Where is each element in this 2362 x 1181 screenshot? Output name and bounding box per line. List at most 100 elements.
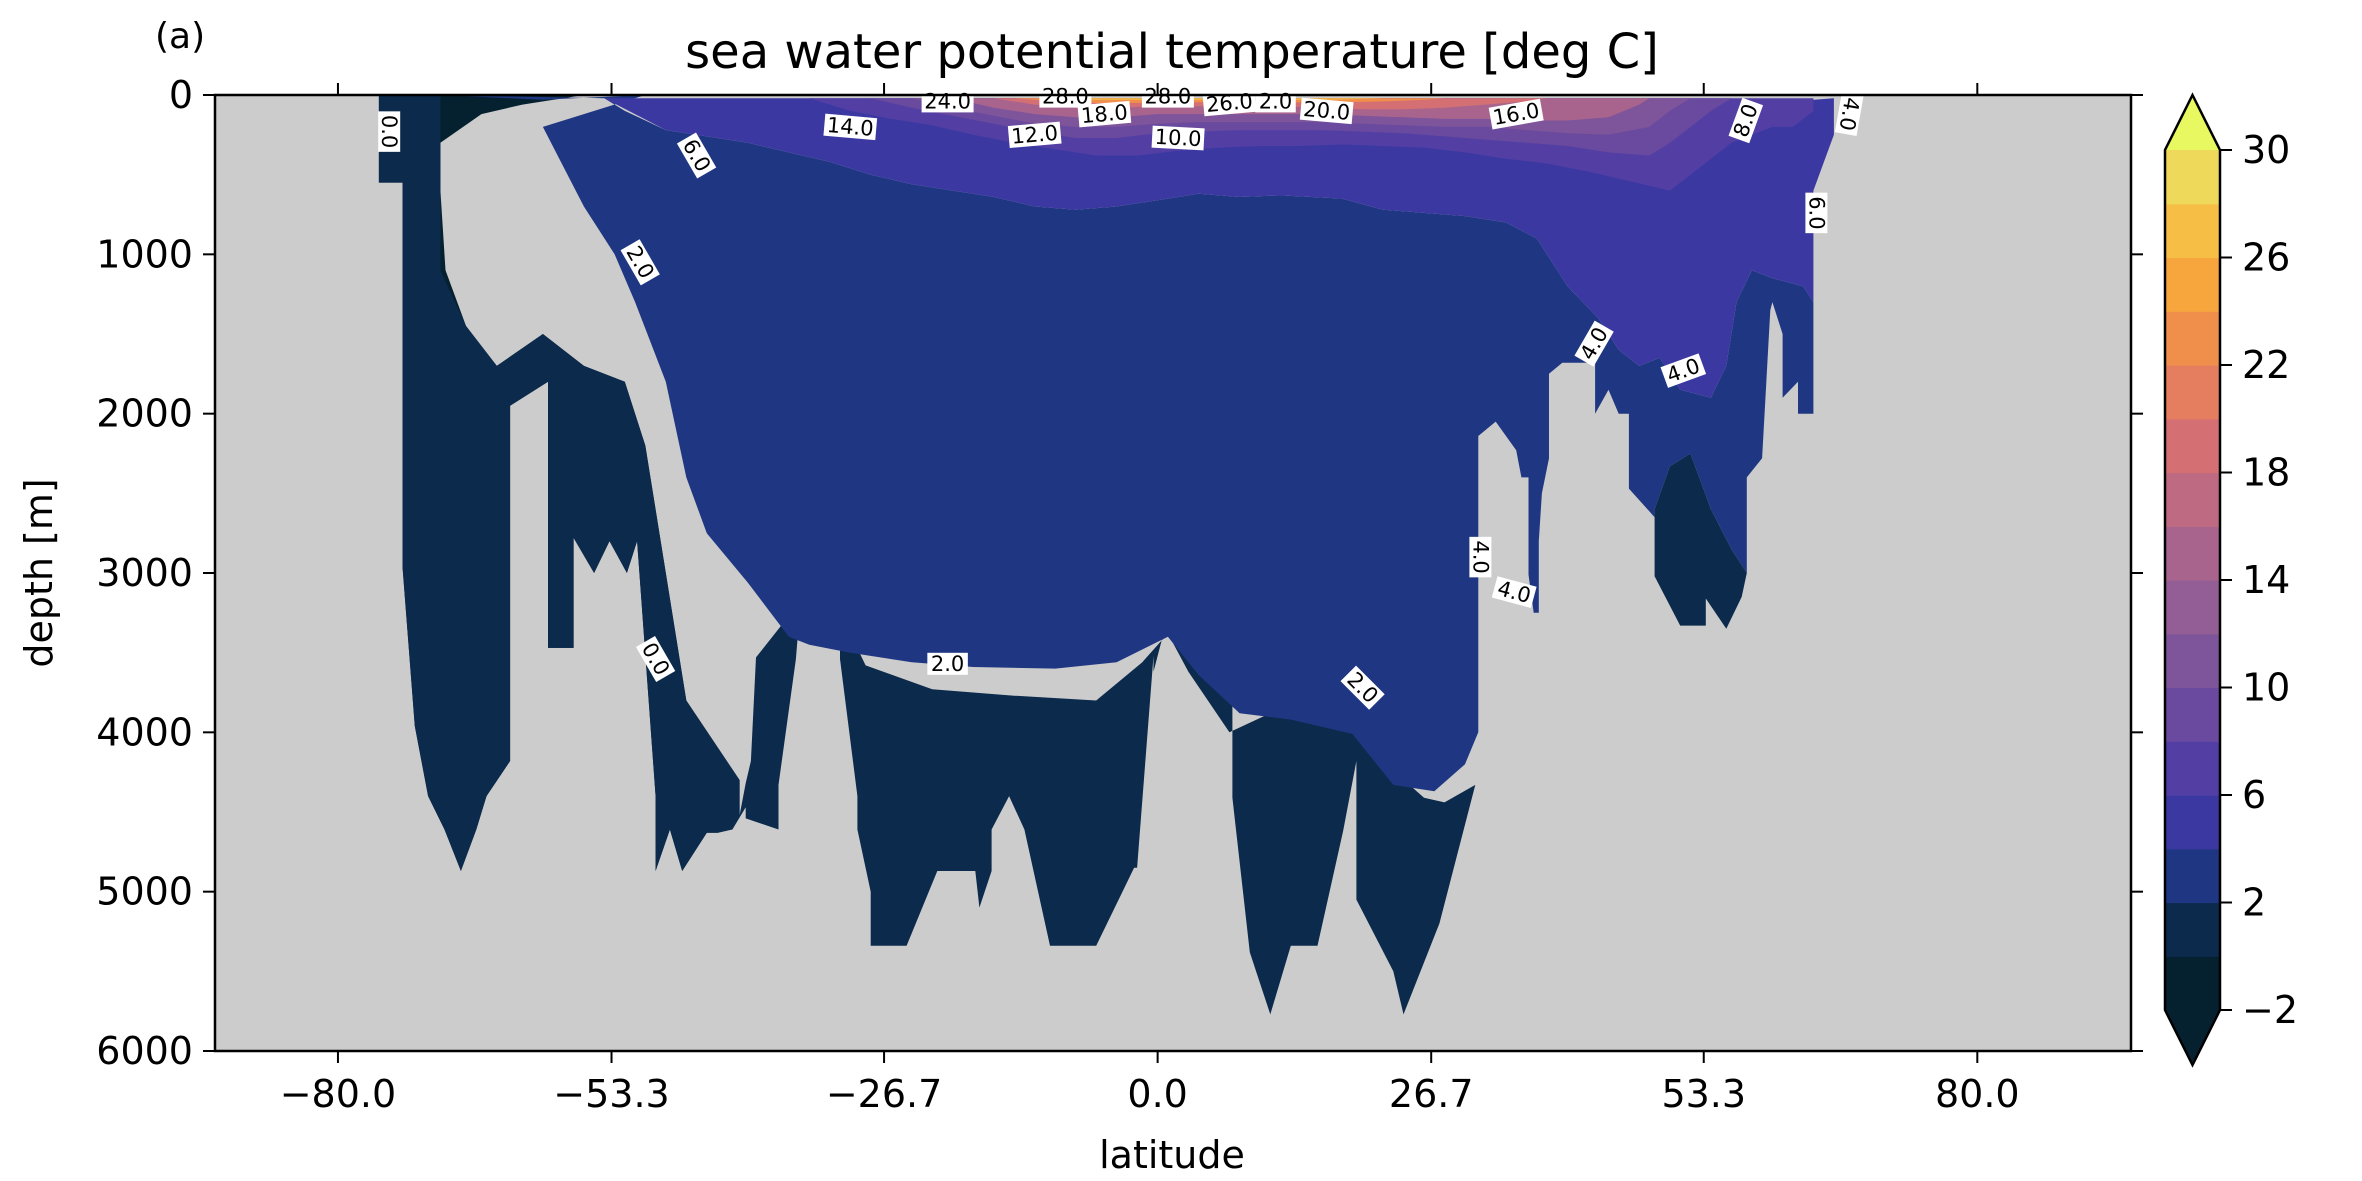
- contour-label-text: 28.0: [1042, 85, 1089, 109]
- contour-label-17: 6.0: [1804, 192, 1828, 234]
- x-tick-label: −26.7: [826, 1072, 942, 1116]
- contour-label-box: [1488, 98, 1544, 130]
- contour-labels: 0.06.02.00.014.024.012.028.018.028.010.0…: [377, 85, 1864, 710]
- colorbar-tick-label: 10: [2242, 666, 2290, 710]
- contour-label-box: [1299, 97, 1354, 125]
- y-tick-label: 0: [169, 73, 193, 117]
- colorbar-band-2: [2165, 848, 2220, 904]
- contour-label-box: [635, 635, 676, 683]
- colorbar-extend-max: [2165, 95, 2220, 150]
- panel-label: (a): [155, 16, 205, 57]
- contour-label-text: 20.0: [1302, 97, 1351, 125]
- contour-label-box: [1151, 125, 1205, 151]
- x-tick-label: 80.0: [1935, 1072, 2020, 1116]
- contour-label-text: 6.0: [1804, 196, 1828, 229]
- contour-label-box: [1469, 536, 1492, 578]
- contour-label-5: 24.0: [921, 89, 974, 113]
- colorbar-band-6: [2165, 633, 2220, 689]
- colorbar-tick-label: 22: [2242, 343, 2290, 387]
- contour-label-7: 28.0: [1039, 85, 1092, 109]
- contour-label-text: 2.0: [1259, 89, 1292, 113]
- colorbar-tick-label: 18: [2242, 451, 2290, 495]
- contour-label-16: 4.0: [1834, 92, 1864, 136]
- y-tick-label: 5000: [96, 870, 193, 914]
- contour-label-22: 4.0: [1468, 536, 1492, 578]
- contour-label-10: 10.0: [1151, 125, 1205, 151]
- colorbar-band-13: [2165, 257, 2220, 312]
- contour-region-4: [604, 98, 1834, 398]
- contour-label-text: 10.0: [1154, 125, 1202, 151]
- contour-label-13: 20.0: [1299, 97, 1354, 125]
- colorbar: [2163, 92, 2222, 1068]
- colorbar-tick-label: 2: [2242, 881, 2266, 925]
- colorbar-band-5: [2165, 687, 2220, 742]
- colorbar-band-1: [2165, 902, 2220, 957]
- contour-label-box: [823, 113, 878, 141]
- contour-label-box: [1340, 665, 1385, 710]
- contour-label-box: [620, 239, 660, 286]
- contour-label-box: [1660, 353, 1707, 388]
- y-axis-ticks: 0 1000 2000 3000 4000 5000 6000: [96, 73, 2143, 1073]
- contour-label-box: [1077, 100, 1132, 128]
- chart-title: sea water potential temperature [deg C]: [685, 24, 1659, 80]
- contour-label-6: 12.0: [1007, 121, 1062, 149]
- contour-label-text: 28.0: [1145, 85, 1192, 109]
- contour-label-box: [927, 652, 968, 675]
- colorbar-band-12: [2165, 311, 2220, 366]
- contour-label-text: 24.0: [924, 89, 971, 113]
- colorbar-band-3: [2165, 795, 2220, 850]
- contour-label-text: 0.0: [377, 115, 401, 148]
- contour-label-4: 14.0: [823, 113, 878, 141]
- contour-label-box: [378, 111, 401, 152]
- colorbar-tick-label: 14: [2242, 558, 2290, 602]
- contour-label-box: [1834, 92, 1864, 136]
- y-tick-label: 4000: [96, 710, 193, 754]
- contour-label-9: 28.0: [1141, 85, 1194, 109]
- contour-label-20: 2.0: [927, 652, 968, 676]
- y-tick-label: 2000: [96, 392, 193, 436]
- colorbar-tick-label: −2: [2242, 988, 2298, 1032]
- contour-label-text: 12.0: [1010, 121, 1059, 149]
- contour-label-box: [1728, 97, 1764, 144]
- colorbar-extend-min: [2165, 1010, 2220, 1065]
- contour-label-box: [1574, 320, 1614, 367]
- colorbar-band-9: [2165, 472, 2220, 527]
- contour-label-box: [1007, 121, 1062, 149]
- colorbar-tick-label: 30: [2242, 128, 2290, 172]
- contour-label-text: 14.0: [826, 113, 875, 141]
- contour-label-box: [1202, 89, 1257, 117]
- x-axis-label: latitude: [1099, 1133, 1245, 1177]
- contour-label-box: [1805, 192, 1828, 234]
- contour-label-text: 18.0: [1080, 100, 1129, 128]
- contour-label-text: 26.0: [1205, 89, 1254, 117]
- colorbar-tick-label: 26: [2242, 236, 2290, 280]
- colorbar-band-15: [2165, 150, 2220, 205]
- x-axis-ticks: −80.0 −53.3 −26.7 0.0 26.7 53.3 80.0: [280, 83, 2020, 1116]
- contour-region-3: [440, 95, 1814, 792]
- contour-label-0: 0.0: [377, 111, 401, 152]
- x-tick-label: 53.3: [1661, 1072, 1746, 1116]
- colorbar-band-8: [2165, 526, 2220, 581]
- x-tick-label: 26.7: [1389, 1072, 1474, 1116]
- contour-label-8: 18.0: [1077, 100, 1132, 128]
- contour-label-11: 26.0: [1202, 89, 1257, 117]
- colorbar-band-0: [2165, 956, 2220, 1011]
- contour-label-box: [1491, 576, 1537, 608]
- y-tick-label: 6000: [96, 1029, 193, 1073]
- y-tick-label: 3000: [96, 551, 193, 595]
- y-axis-label: depth [m]: [17, 478, 61, 667]
- colorbar-band-11: [2165, 365, 2220, 420]
- x-tick-label: −80.0: [280, 1072, 396, 1116]
- colorbar-band-14: [2165, 203, 2220, 259]
- x-tick-label: −53.3: [553, 1072, 669, 1116]
- contour-label-box: [1039, 85, 1092, 108]
- y-tick-label: 1000: [96, 232, 193, 276]
- contour-label-12: 2.0: [1255, 89, 1296, 113]
- contour-region-2: [1654, 453, 1747, 629]
- contour-region-1: [378, 95, 1476, 1015]
- contour-label-box: [676, 132, 717, 179]
- contour-label-text: 4.0: [1834, 96, 1863, 133]
- contour-label-box: [1141, 85, 1194, 108]
